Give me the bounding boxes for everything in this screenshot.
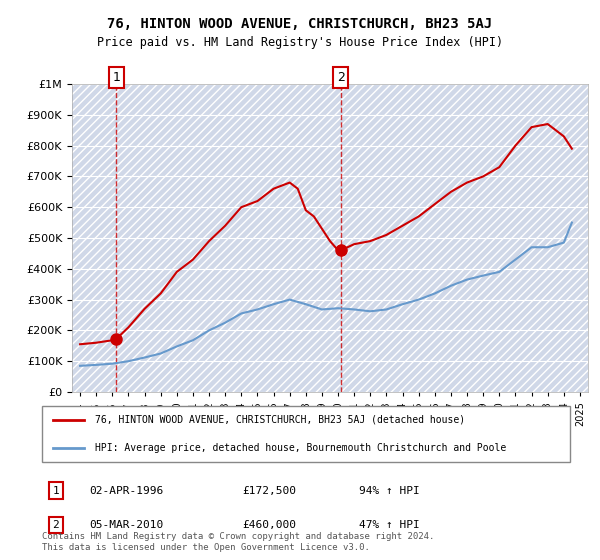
Text: 94% ↑ HPI: 94% ↑ HPI [359, 486, 419, 496]
Text: £460,000: £460,000 [242, 520, 296, 530]
Text: 2: 2 [53, 520, 59, 530]
Text: 05-MAR-2010: 05-MAR-2010 [89, 520, 164, 530]
Text: 47% ↑ HPI: 47% ↑ HPI [359, 520, 419, 530]
Text: 1: 1 [112, 71, 120, 84]
Text: £172,500: £172,500 [242, 486, 296, 496]
Text: 1: 1 [53, 486, 59, 496]
Text: Price paid vs. HM Land Registry's House Price Index (HPI): Price paid vs. HM Land Registry's House … [97, 36, 503, 49]
Text: 76, HINTON WOOD AVENUE, CHRISTCHURCH, BH23 5AJ: 76, HINTON WOOD AVENUE, CHRISTCHURCH, BH… [107, 17, 493, 31]
Text: Contains HM Land Registry data © Crown copyright and database right 2024.
This d: Contains HM Land Registry data © Crown c… [42, 532, 434, 552]
Text: 2: 2 [337, 71, 345, 84]
Text: 76, HINTON WOOD AVENUE, CHRISTCHURCH, BH23 5AJ (detached house): 76, HINTON WOOD AVENUE, CHRISTCHURCH, BH… [95, 415, 465, 425]
Text: 02-APR-1996: 02-APR-1996 [89, 486, 164, 496]
Text: HPI: Average price, detached house, Bournemouth Christchurch and Poole: HPI: Average price, detached house, Bour… [95, 443, 506, 453]
FancyBboxPatch shape [42, 406, 570, 462]
